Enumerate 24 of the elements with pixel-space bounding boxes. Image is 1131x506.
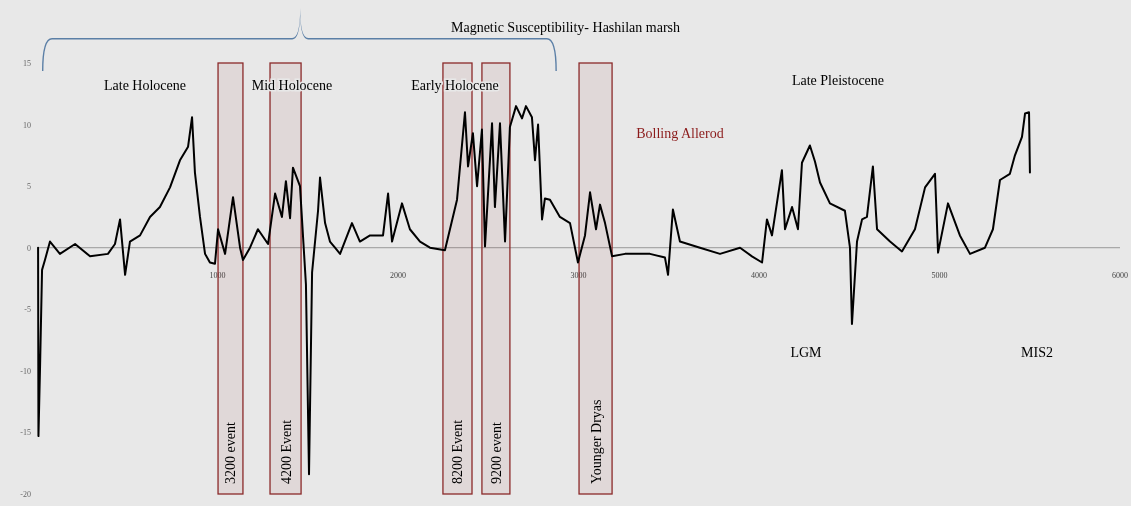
- y-tick-label: 5: [27, 182, 31, 192]
- band-label: 9200 event: [488, 422, 504, 484]
- y-tick-label: -20: [20, 490, 31, 499]
- band-label: Younger Dryas: [588, 399, 604, 484]
- y-tick-label: -15: [20, 428, 31, 438]
- band-label: 8200 Event: [450, 419, 466, 484]
- band-label: 4200 Event: [278, 419, 294, 484]
- annotation: Late Holocene: [103, 78, 187, 93]
- x-tick-label: 2000: [390, 270, 406, 280]
- annotation: MIS2: [1021, 345, 1053, 360]
- x-tick-label: 6000: [1112, 270, 1128, 280]
- chart-title: Magnetic Susceptibility- Hashilan marsh: [450, 20, 681, 35]
- y-tick-label: -10: [20, 366, 31, 376]
- annotation: Bolling Allerod: [636, 126, 724, 141]
- y-tick-label: 0: [27, 243, 31, 253]
- annotation: LGM: [790, 345, 823, 360]
- y-tick-label: 10: [23, 120, 31, 130]
- x-tick-label: 4000: [751, 270, 767, 280]
- annotation: Late Pleistocene: [791, 73, 885, 88]
- annotation: Early Holocene: [411, 78, 499, 93]
- y-tick-label: -5: [24, 305, 31, 315]
- x-tick-label: 5000: [931, 270, 948, 280]
- band-label: 3200 event: [223, 422, 239, 484]
- y-tick-label: 15: [23, 59, 31, 68]
